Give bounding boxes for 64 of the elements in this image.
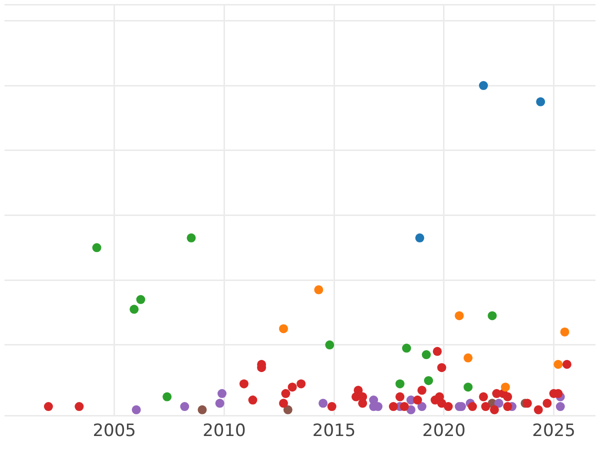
x-tick-label: 2020 bbox=[422, 421, 466, 442]
point bbox=[437, 363, 446, 372]
point bbox=[318, 398, 328, 408]
point bbox=[279, 324, 288, 334]
point bbox=[281, 389, 290, 398]
point bbox=[488, 311, 497, 320]
point bbox=[542, 398, 552, 408]
point bbox=[464, 382, 473, 392]
point bbox=[554, 360, 563, 369]
x-tick-label: 2010 bbox=[202, 421, 246, 442]
x-tick-label: 2005 bbox=[92, 421, 136, 442]
point bbox=[279, 398, 288, 408]
point bbox=[239, 379, 248, 388]
point bbox=[314, 285, 324, 294]
point bbox=[415, 233, 424, 242]
point bbox=[503, 392, 512, 402]
point bbox=[162, 392, 172, 402]
point bbox=[327, 402, 336, 412]
point bbox=[130, 304, 139, 314]
point bbox=[283, 405, 292, 414]
point bbox=[44, 402, 53, 412]
point bbox=[136, 295, 146, 304]
point bbox=[478, 81, 488, 90]
point bbox=[388, 402, 398, 412]
point bbox=[432, 346, 442, 356]
point bbox=[198, 405, 207, 414]
point bbox=[562, 360, 572, 369]
point bbox=[325, 340, 334, 350]
point bbox=[218, 389, 227, 398]
point bbox=[560, 327, 570, 336]
point bbox=[92, 243, 102, 252]
point bbox=[464, 353, 473, 362]
point bbox=[503, 402, 512, 412]
point bbox=[417, 386, 426, 395]
point bbox=[424, 376, 434, 386]
point bbox=[413, 396, 422, 405]
point bbox=[74, 402, 84, 412]
point bbox=[402, 344, 412, 353]
point bbox=[494, 398, 504, 408]
point bbox=[395, 379, 404, 388]
point bbox=[534, 405, 543, 414]
point bbox=[454, 311, 464, 320]
point bbox=[180, 402, 190, 412]
point bbox=[478, 392, 488, 402]
point bbox=[444, 402, 453, 412]
point bbox=[288, 382, 297, 392]
point bbox=[248, 396, 258, 405]
point bbox=[481, 402, 490, 412]
x-tick-label: 2015 bbox=[312, 421, 356, 442]
point bbox=[490, 405, 499, 414]
point bbox=[186, 233, 196, 242]
point bbox=[215, 398, 224, 408]
point bbox=[354, 386, 363, 395]
point bbox=[132, 405, 141, 414]
x-tick-label: 2025 bbox=[532, 421, 576, 442]
point bbox=[536, 97, 546, 106]
point bbox=[468, 402, 477, 412]
point bbox=[422, 350, 431, 360]
point bbox=[556, 402, 565, 412]
point bbox=[395, 392, 404, 402]
point bbox=[400, 402, 409, 412]
point bbox=[417, 402, 426, 412]
point bbox=[296, 379, 306, 388]
point bbox=[500, 382, 510, 392]
